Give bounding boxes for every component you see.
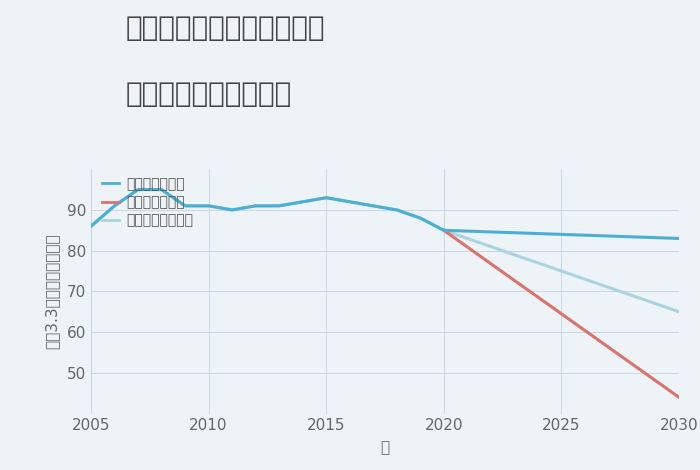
Legend: グッドシナリオ, バッドシナリオ, ノーマルシナリオ: グッドシナリオ, バッドシナリオ, ノーマルシナリオ xyxy=(97,172,199,233)
Text: 中古戸建ての価格推移: 中古戸建ての価格推移 xyxy=(126,80,293,108)
Y-axis label: 坪（3.3㎡）単価（万円）: 坪（3.3㎡）単価（万円） xyxy=(45,234,60,349)
X-axis label: 年: 年 xyxy=(380,440,390,455)
Text: 兵庫県姫路市広畑区大町の: 兵庫県姫路市広畑区大町の xyxy=(126,14,326,42)
